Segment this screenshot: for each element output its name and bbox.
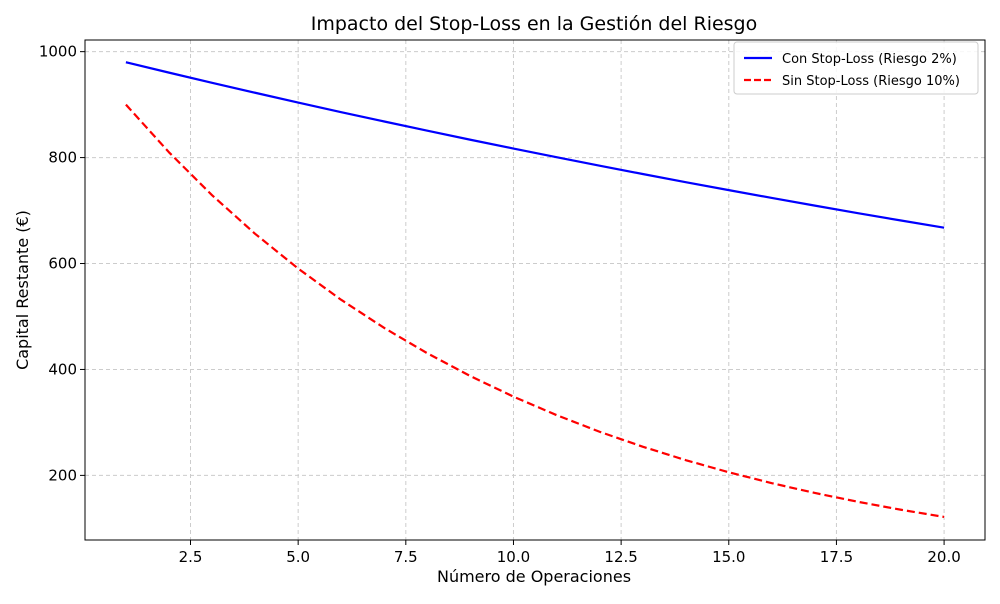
plot-frame xyxy=(84,39,986,541)
series-lines xyxy=(125,61,945,518)
series-line-1 xyxy=(125,61,945,229)
y-axis-title: Capital Restante (€) xyxy=(13,210,32,370)
y-tick-label: 1000 xyxy=(39,43,77,61)
grid xyxy=(85,40,985,540)
x-tick-label: 5.0 xyxy=(286,548,310,566)
tick-labels: 2.5 5.0 7.5 10.0 12.5 15.0 17.5 20.0 200 400 600 80… xyxy=(39,43,961,566)
y-tick-label: 200 xyxy=(48,466,77,484)
x-tick-label: 17.5 xyxy=(820,548,853,566)
x-tick-label: 2.5 xyxy=(179,548,203,566)
legend-label: Sin Stop-Loss (Riesgo 10%) xyxy=(782,74,960,89)
legend-label: Con Stop-Loss (Riesgo 2%) xyxy=(782,52,957,67)
y-tick-label: 800 xyxy=(48,149,77,167)
x-tick-label: 20.0 xyxy=(927,548,960,566)
y-tick-label: 400 xyxy=(48,360,77,378)
axes xyxy=(80,39,986,545)
x-tick-label: 15.0 xyxy=(712,548,745,566)
x-tick-label: 10.0 xyxy=(497,548,530,566)
x-axis-title: Número de Operaciones xyxy=(437,567,631,586)
x-tick-label: 12.5 xyxy=(604,548,637,566)
y-tick-label: 600 xyxy=(48,255,77,273)
x-tick-label: 7.5 xyxy=(394,548,418,566)
legend: Con Stop-Loss (Riesgo 2%) Sin Stop-Loss (… xyxy=(733,41,979,95)
chart-title: Impacto del Stop-Loss en la Gestión del … xyxy=(311,13,758,35)
series-line-2 xyxy=(125,103,945,518)
legend-box xyxy=(733,41,979,95)
